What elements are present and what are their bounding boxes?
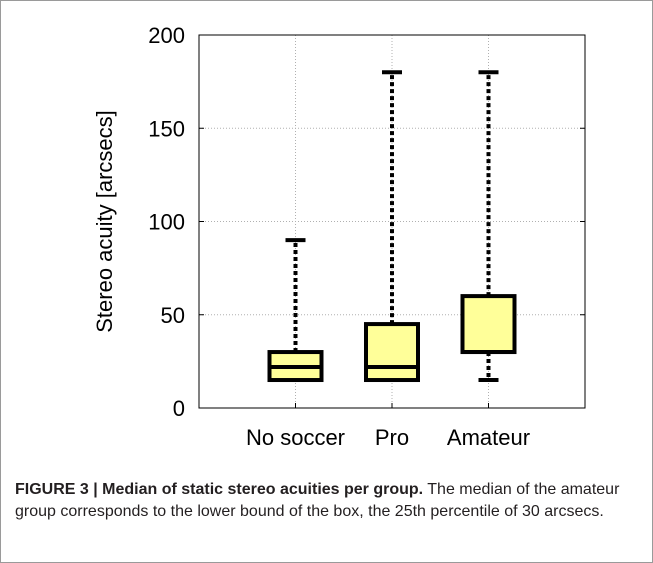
box-1 <box>364 322 420 383</box>
y-tick-label-0: 0 <box>173 396 185 421</box>
x-tick-label-2: Amateur <box>447 425 530 450</box>
box-2 <box>460 294 517 355</box>
x-tick-label-1: Pro <box>375 425 409 450</box>
caption-label: FIGURE 3 | Median of static stereo acuit… <box>15 481 424 498</box>
y-tick-label-3: 150 <box>148 116 185 141</box>
caption-text: The median of the amateur group correspo… <box>15 481 620 520</box>
y-tick-label-1: 50 <box>161 303 185 328</box>
y-axis-label: Stereo acuity [arcsecs] <box>92 110 117 333</box>
x-tick-label-0: No soccer <box>246 425 345 450</box>
figure-caption: FIGURE 3 | Median of static stereo acuit… <box>15 479 640 523</box>
boxplot-chart: 0 50 100 150 200 No soccer Pro Amateur Stereo ac… <box>92 23 586 450</box>
y-tick-label-2: 100 <box>148 210 185 235</box>
y-tick-label-4: 200 <box>148 23 185 48</box>
